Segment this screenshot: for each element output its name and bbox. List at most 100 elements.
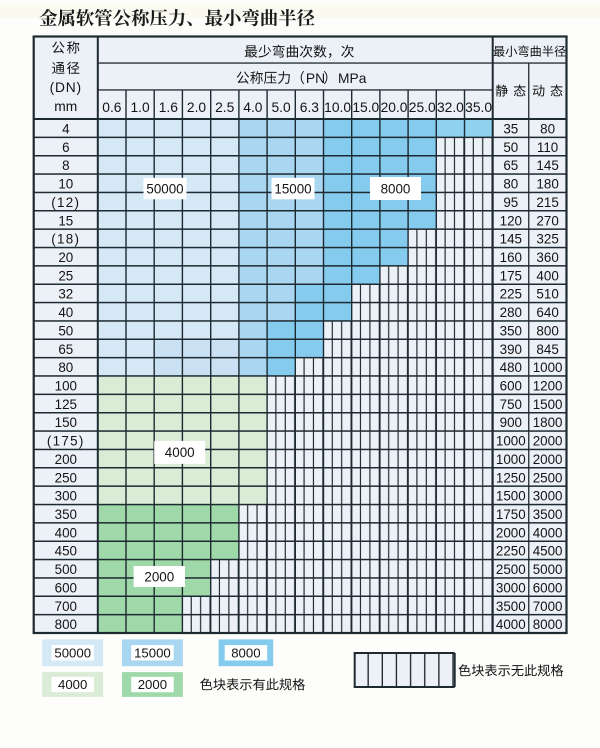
svg-text:35.0: 35.0 xyxy=(465,100,492,115)
svg-text:(12): (12) xyxy=(51,195,80,210)
svg-text:3500: 3500 xyxy=(533,507,563,522)
svg-text:1.0: 1.0 xyxy=(131,100,151,115)
svg-text:4500: 4500 xyxy=(533,544,563,559)
svg-text:125: 125 xyxy=(55,397,77,412)
svg-text:8000: 8000 xyxy=(533,617,563,632)
svg-text:500: 500 xyxy=(55,562,77,577)
svg-text:65: 65 xyxy=(58,342,73,357)
svg-text:900: 900 xyxy=(500,415,522,430)
svg-text:6.3: 6.3 xyxy=(300,100,320,115)
svg-text:2500: 2500 xyxy=(533,470,563,485)
svg-text:PN: PN xyxy=(306,71,325,86)
svg-text:65: 65 xyxy=(503,158,518,173)
svg-text:4: 4 xyxy=(62,122,70,137)
svg-text:2000: 2000 xyxy=(496,525,526,540)
svg-text:2000: 2000 xyxy=(144,569,174,584)
svg-text:1.6: 1.6 xyxy=(159,100,179,115)
svg-text:300: 300 xyxy=(55,489,77,504)
svg-text:145: 145 xyxy=(500,232,522,247)
svg-text:(175): (175) xyxy=(47,434,85,449)
svg-text:1500: 1500 xyxy=(533,397,563,412)
svg-text:4000: 4000 xyxy=(533,525,563,540)
svg-text:15.0: 15.0 xyxy=(352,100,379,115)
svg-text:270: 270 xyxy=(536,213,558,228)
svg-text:450: 450 xyxy=(55,544,77,559)
svg-text:10.0: 10.0 xyxy=(324,100,351,115)
svg-text:50000: 50000 xyxy=(146,181,183,196)
svg-text:2250: 2250 xyxy=(496,544,526,559)
svg-text:1000: 1000 xyxy=(496,452,526,467)
svg-text:250: 250 xyxy=(55,470,77,485)
svg-text:800: 800 xyxy=(55,617,77,632)
svg-text:80: 80 xyxy=(540,122,555,137)
svg-text:350: 350 xyxy=(55,507,77,522)
svg-text:145: 145 xyxy=(536,158,558,173)
svg-text:50: 50 xyxy=(58,323,73,338)
svg-text:2000: 2000 xyxy=(138,677,167,692)
svg-text:6000: 6000 xyxy=(533,580,563,595)
svg-text:0.6: 0.6 xyxy=(102,100,122,115)
svg-text:40: 40 xyxy=(58,305,73,320)
svg-text:20.0: 20.0 xyxy=(381,100,408,115)
svg-text:700: 700 xyxy=(55,599,77,614)
svg-text:MPa: MPa xyxy=(338,71,367,86)
svg-text:750: 750 xyxy=(500,397,522,412)
svg-text:800: 800 xyxy=(536,323,558,338)
svg-text:180: 180 xyxy=(536,177,558,192)
svg-text:95: 95 xyxy=(503,195,518,210)
svg-text:225: 225 xyxy=(500,287,522,302)
svg-text:480: 480 xyxy=(500,360,522,375)
svg-text:3500: 3500 xyxy=(496,599,526,614)
svg-text:1500: 1500 xyxy=(496,489,526,504)
svg-text:845: 845 xyxy=(536,342,558,357)
svg-text:5000: 5000 xyxy=(533,562,563,577)
svg-text:2000: 2000 xyxy=(533,434,563,449)
svg-text:2000: 2000 xyxy=(533,452,563,467)
svg-text:25.0: 25.0 xyxy=(409,100,436,115)
svg-text:3000: 3000 xyxy=(496,580,526,595)
svg-text:1000: 1000 xyxy=(533,360,563,375)
svg-text:600: 600 xyxy=(500,379,522,394)
svg-text:1250: 1250 xyxy=(496,470,526,485)
svg-text:400: 400 xyxy=(55,525,77,540)
svg-text:10: 10 xyxy=(58,177,73,192)
svg-text:15: 15 xyxy=(58,213,73,228)
svg-text:390: 390 xyxy=(500,342,522,357)
svg-text:280: 280 xyxy=(500,305,522,320)
svg-text:1750: 1750 xyxy=(496,507,526,522)
svg-text:4.0: 4.0 xyxy=(243,100,263,115)
svg-text:325: 325 xyxy=(536,232,558,247)
svg-text:4000: 4000 xyxy=(496,617,526,632)
svg-text:1000: 1000 xyxy=(496,434,526,449)
svg-text:2.5: 2.5 xyxy=(215,100,235,115)
svg-text:32.0: 32.0 xyxy=(437,100,464,115)
svg-text:640: 640 xyxy=(536,305,558,320)
svg-text:6: 6 xyxy=(62,140,69,155)
svg-text:4000: 4000 xyxy=(58,677,87,692)
svg-text:120: 120 xyxy=(500,213,522,228)
svg-text:600: 600 xyxy=(55,580,77,595)
svg-text:15000: 15000 xyxy=(274,181,311,196)
svg-text:15000: 15000 xyxy=(134,646,171,661)
svg-text:80: 80 xyxy=(503,177,518,192)
svg-text:8000: 8000 xyxy=(381,181,411,196)
svg-text:360: 360 xyxy=(536,250,558,265)
svg-text:8: 8 xyxy=(62,158,69,173)
svg-text:80: 80 xyxy=(58,360,73,375)
svg-text:1800: 1800 xyxy=(533,415,563,430)
svg-text:(18): (18) xyxy=(51,232,80,247)
svg-text:1200: 1200 xyxy=(533,379,563,394)
svg-text:50000: 50000 xyxy=(54,646,91,661)
svg-text:160: 160 xyxy=(500,250,522,265)
svg-text:350: 350 xyxy=(500,323,522,338)
svg-text:5.0: 5.0 xyxy=(272,100,292,115)
svg-text:200: 200 xyxy=(55,452,77,467)
svg-text:3000: 3000 xyxy=(533,489,563,504)
svg-text:25: 25 xyxy=(58,268,73,283)
svg-text:32: 32 xyxy=(58,287,73,302)
svg-text:8000: 8000 xyxy=(231,646,260,661)
svg-text:2.0: 2.0 xyxy=(187,100,207,115)
svg-text:400: 400 xyxy=(536,268,558,283)
svg-text:50: 50 xyxy=(503,140,518,155)
svg-text:215: 215 xyxy=(536,195,558,210)
